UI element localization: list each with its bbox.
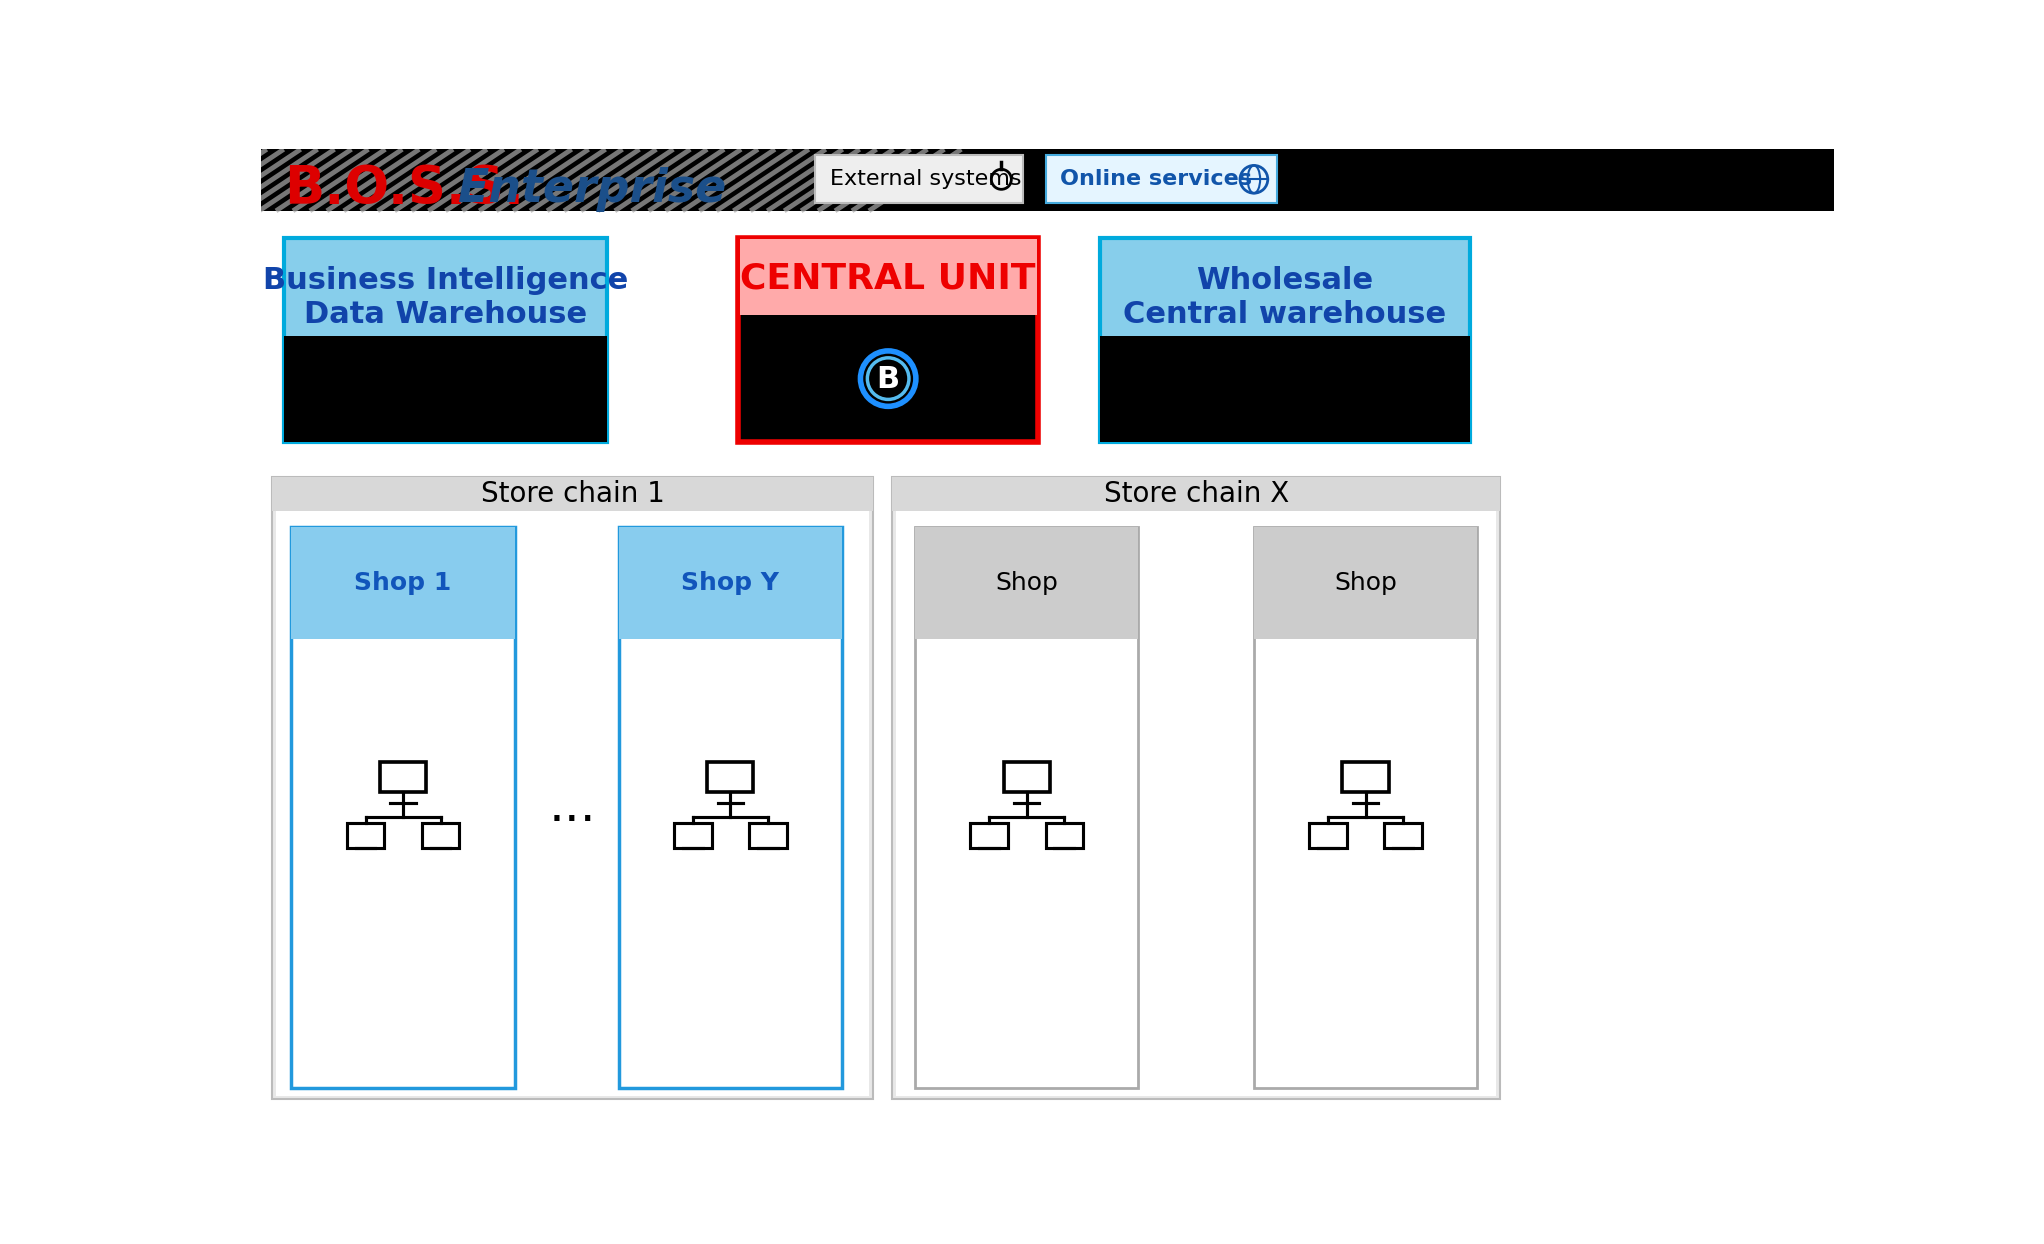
Text: Store chain X: Store chain X	[1104, 480, 1290, 508]
Bar	[1253, 526, 1478, 639]
Text: B.O.S.S.: B.O.S.S.	[284, 163, 523, 215]
Text: Shop 1: Shop 1	[354, 571, 452, 595]
Text: Store chain 1: Store chain 1	[480, 480, 664, 508]
Bar	[1004, 763, 1051, 792]
Bar	[816, 156, 1022, 203]
Text: ...: ...	[548, 784, 597, 831]
Text: Business Intelligence: Business Intelligence	[264, 266, 628, 295]
Bar	[284, 238, 607, 442]
Text: Online services: Online services	[1061, 169, 1251, 189]
Bar	[421, 822, 460, 848]
Bar	[916, 526, 1139, 1088]
Bar	[1047, 822, 1083, 848]
Bar	[272, 476, 873, 1100]
Text: Data Warehouse: Data Warehouse	[305, 300, 587, 330]
Text: Shop Y: Shop Y	[681, 571, 779, 595]
Bar	[262, 149, 1836, 211]
Text: Shop: Shop	[1335, 571, 1396, 595]
Bar	[1100, 238, 1470, 442]
Circle shape	[861, 351, 916, 407]
Bar	[740, 239, 1036, 316]
Bar	[284, 336, 607, 442]
Text: Wholesale: Wholesale	[1196, 266, 1374, 295]
Bar	[276, 511, 869, 1096]
Bar	[347, 822, 384, 848]
Text: External systems: External systems	[830, 169, 1022, 189]
Bar	[292, 526, 515, 639]
Text: Enterprise: Enterprise	[458, 167, 726, 211]
Bar	[895, 511, 1496, 1096]
Bar	[380, 763, 425, 792]
Text: B: B	[877, 364, 899, 394]
Bar	[619, 526, 842, 639]
Bar	[891, 476, 1500, 1100]
Text: CENTRAL UNIT: CENTRAL UNIT	[740, 261, 1036, 295]
Bar	[707, 763, 754, 792]
Text: Shop: Shop	[995, 571, 1059, 595]
Bar	[738, 238, 1038, 442]
Bar	[1253, 526, 1478, 1088]
Bar	[891, 476, 1500, 511]
Bar	[916, 526, 1139, 639]
Bar	[675, 822, 711, 848]
Text: Central warehouse: Central warehouse	[1122, 300, 1447, 330]
Bar	[272, 476, 873, 511]
Bar	[292, 526, 515, 1088]
Bar	[971, 822, 1008, 848]
Bar	[1343, 763, 1388, 792]
Bar	[1384, 822, 1423, 848]
Bar	[748, 822, 787, 848]
Bar	[1100, 336, 1470, 442]
Bar	[619, 526, 842, 1088]
Bar	[1310, 822, 1347, 848]
Circle shape	[867, 358, 910, 399]
Bar	[1047, 156, 1278, 203]
